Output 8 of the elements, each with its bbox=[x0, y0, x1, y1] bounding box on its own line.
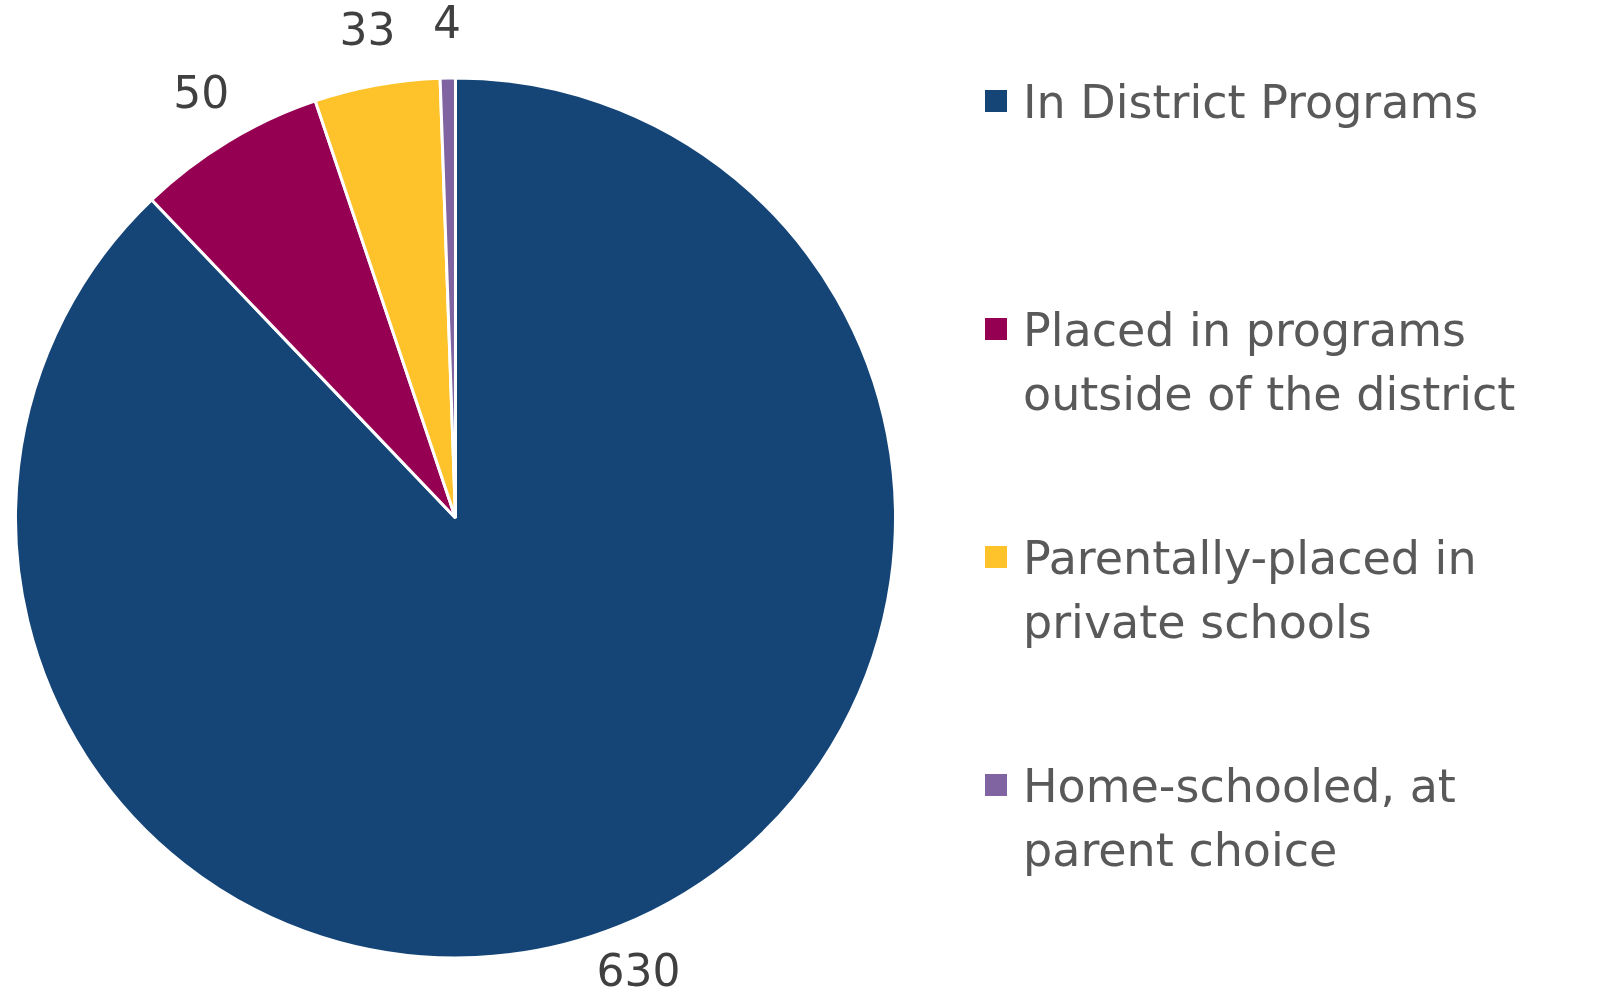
legend-label: Home-schooled, at parent choice bbox=[1023, 758, 1457, 879]
data-label: 33 bbox=[339, 4, 396, 56]
legend-label: Parentally-placed in private schools bbox=[1023, 530, 1478, 651]
legend-label: In District Programs bbox=[1023, 74, 1480, 131]
data-label: 4 bbox=[432, 0, 461, 48]
data-label: 50 bbox=[173, 67, 230, 119]
data-label: 630 bbox=[596, 945, 681, 997]
legend-label: Placed in programs outside of the district bbox=[1023, 302, 1517, 423]
